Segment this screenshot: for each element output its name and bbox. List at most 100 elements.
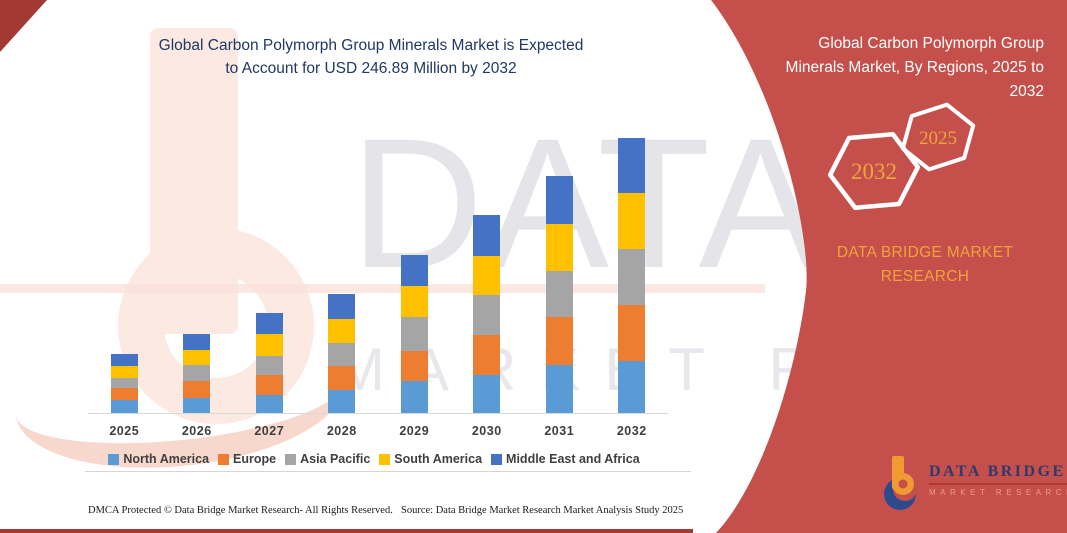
bar-segment-2030-south-america bbox=[473, 256, 501, 295]
legend-swatch-north-america bbox=[108, 453, 120, 465]
databridge-logo-icon bbox=[884, 456, 917, 510]
bar-segment-2025-asia-pacific bbox=[110, 378, 138, 388]
legend-label: Middle East and Africa bbox=[506, 452, 640, 466]
footer-copyright: DMCA Protected © Data Bridge Market Rese… bbox=[88, 505, 393, 516]
bar-segment-2026-south-america bbox=[183, 350, 211, 365]
bar-segment-2026-asia-pacific bbox=[183, 364, 211, 382]
chart-title: Global Carbon Polymorph Group Minerals M… bbox=[85, 34, 657, 81]
bar-segment-2025-europe bbox=[110, 388, 138, 400]
legend-swatch-middle-east-and-africa bbox=[491, 453, 503, 465]
bar-segment-2029-asia-pacific bbox=[400, 317, 428, 352]
bar-segment-2029-south-america bbox=[400, 285, 428, 318]
footer-separator-line bbox=[85, 471, 691, 472]
legend-item-europe: Europe bbox=[218, 452, 276, 466]
legend-label: North America bbox=[123, 452, 210, 466]
bar-segment-2026-middle-east-and-africa bbox=[183, 333, 211, 351]
bar-segment-2030-middle-east-and-africa bbox=[473, 214, 501, 257]
brand-caption: DATA BRIDGE MARKET RESEARCH bbox=[803, 241, 1047, 289]
bar-2029 bbox=[400, 255, 428, 413]
footer: DMCA Protected © Data Bridge Market Rese… bbox=[0, 505, 700, 525]
logo-rule bbox=[929, 483, 1067, 485]
bar-segment-2032-asia-pacific bbox=[618, 248, 646, 305]
bar-column-2027 bbox=[233, 118, 306, 413]
bar-segment-2028-europe bbox=[328, 366, 356, 390]
bar-segment-2032-north-america bbox=[618, 361, 646, 413]
stacked-bar-plot bbox=[88, 118, 668, 414]
bar-segment-2027-middle-east-and-africa bbox=[255, 313, 283, 335]
bar-segment-2032-middle-east-and-africa bbox=[618, 138, 646, 193]
bar-2025 bbox=[110, 354, 138, 413]
bar-segment-2028-south-america bbox=[328, 319, 356, 344]
x-label-2030: 2030 bbox=[471, 424, 502, 438]
bar-column-2026 bbox=[161, 118, 234, 413]
bar-2026 bbox=[183, 333, 211, 413]
legend-swatch-europe bbox=[218, 453, 230, 465]
bar-column-2030 bbox=[451, 118, 524, 413]
legend-item-middle-east-and-africa: Middle East and Africa bbox=[491, 452, 640, 466]
bar-segment-2027-north-america bbox=[255, 394, 283, 413]
bar-2032 bbox=[618, 138, 646, 413]
logo-name: DATA BRIDGE bbox=[929, 463, 1066, 480]
bar-segment-2030-north-america bbox=[473, 374, 501, 413]
bar-segment-2028-middle-east-and-africa bbox=[328, 293, 356, 320]
bar-segment-2028-asia-pacific bbox=[328, 343, 356, 367]
x-label-2029: 2029 bbox=[399, 424, 430, 438]
bar-2031 bbox=[545, 176, 573, 413]
databridge-logo: DATA BRIDGE MARKET RESEARCH bbox=[876, 454, 1067, 512]
legend-label: South America bbox=[394, 452, 483, 466]
bar-segment-2031-middle-east-and-africa bbox=[545, 176, 573, 224]
bar-segment-2031-south-america bbox=[545, 223, 573, 271]
bar-segment-2029-north-america bbox=[400, 381, 428, 413]
bar-column-2032 bbox=[596, 118, 669, 413]
bar-segment-2031-asia-pacific bbox=[545, 270, 573, 318]
legend-swatch-south-america bbox=[379, 453, 391, 465]
bar-segment-2025-middle-east-and-africa bbox=[110, 354, 138, 366]
bar-segment-2027-south-america bbox=[255, 334, 283, 357]
bar-2028 bbox=[328, 293, 356, 413]
brand-caption-line2: RESEARCH bbox=[880, 268, 970, 286]
legend-item-asia-pacific: Asia Pacific bbox=[285, 452, 370, 466]
bar-segment-2025-south-america bbox=[110, 366, 138, 378]
bar-segment-2032-south-america bbox=[618, 192, 646, 249]
bar-segment-2027-europe bbox=[255, 374, 283, 395]
bar-segment-2031-europe bbox=[545, 317, 573, 365]
bar-segment-2030-europe bbox=[473, 334, 501, 375]
bar-segment-2028-north-america bbox=[328, 389, 356, 413]
bar-column-2025 bbox=[88, 118, 161, 413]
bar-segment-2025-north-america bbox=[110, 400, 138, 413]
chart-legend: North America Europe Asia Pacific South Ame… bbox=[78, 452, 670, 466]
bar-segment-2027-asia-pacific bbox=[255, 356, 283, 375]
x-label-2028: 2028 bbox=[326, 424, 357, 438]
chart-title-line1: Global Carbon Polymorph Group Minerals M… bbox=[158, 37, 584, 54]
bar-column-2031 bbox=[523, 118, 596, 413]
legend-swatch-asia-pacific bbox=[285, 453, 297, 465]
chart-title-line2: to Account for USD 246.89 Million by 203… bbox=[225, 60, 517, 78]
bar-column-2028 bbox=[306, 118, 379, 413]
bar-segment-2026-europe bbox=[183, 381, 211, 398]
bar-segment-2032-europe bbox=[618, 304, 646, 362]
bar-segment-2030-asia-pacific bbox=[473, 294, 501, 335]
hexagon-2025-label: 2025 bbox=[919, 128, 957, 149]
legend-item-north-america: North America bbox=[108, 452, 209, 466]
panel-heading-line1: Global Carbon Polymorph Group bbox=[818, 35, 1044, 52]
year-hexagons: 2032 2025 bbox=[827, 102, 976, 211]
bar-segment-2031-north-america bbox=[545, 365, 573, 413]
legend-label: Asia Pacific bbox=[300, 452, 371, 466]
bottom-edge-line bbox=[0, 529, 693, 533]
bar-segment-2029-middle-east-and-africa bbox=[400, 255, 428, 286]
legend-item-south-america: South America bbox=[379, 452, 482, 466]
hexagon-2032-label: 2032 bbox=[851, 159, 897, 184]
x-label-2025: 2025 bbox=[109, 424, 140, 438]
databridge-logo-text: DATA BRIDGE MARKET RESEARCH bbox=[929, 454, 1067, 497]
x-label-2027: 2027 bbox=[254, 424, 285, 438]
bar-column-2029 bbox=[378, 118, 451, 413]
bar-2027 bbox=[255, 313, 283, 413]
x-label-2032: 2032 bbox=[616, 424, 647, 438]
brand-caption-line1: DATA BRIDGE MARKET bbox=[836, 244, 1014, 261]
corner-triangle bbox=[0, 0, 47, 52]
bar-segment-2029-europe bbox=[400, 351, 428, 382]
legend-label: Europe bbox=[233, 452, 277, 466]
bar-2030 bbox=[473, 214, 501, 413]
bar-segment-2026-north-america bbox=[183, 398, 211, 413]
